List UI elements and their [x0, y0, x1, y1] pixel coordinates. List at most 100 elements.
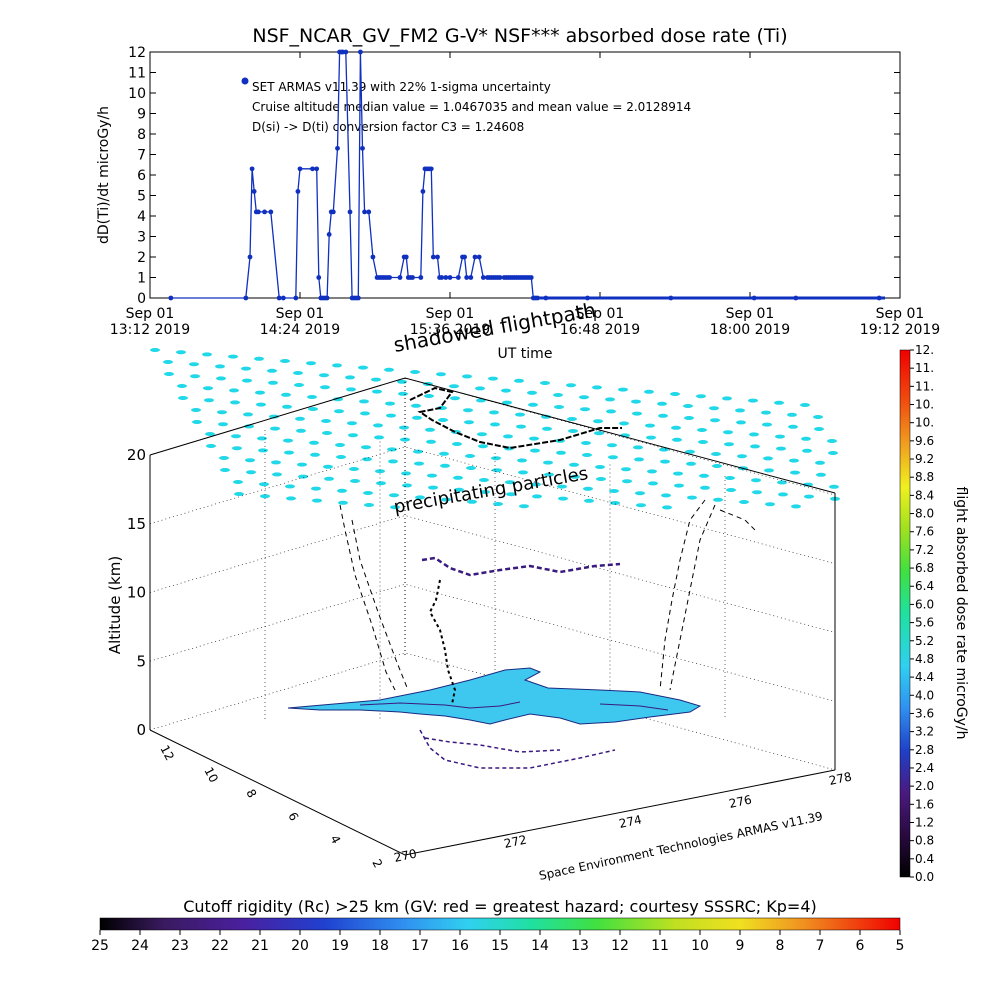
particle-marker [621, 467, 631, 472]
particle-marker [269, 414, 279, 419]
particle-marker [373, 423, 383, 428]
annotation-marker [241, 77, 249, 85]
particle-marker [529, 436, 539, 441]
y3d-tick-label: 6 [285, 810, 301, 823]
dose-colorbar-label: 11. [915, 361, 934, 375]
particle-marker [608, 455, 618, 460]
dose-colorbar-label: 9.2 [915, 452, 934, 466]
dose-rate-point [410, 275, 415, 280]
dose-rate-point [418, 275, 424, 280]
particle-marker [467, 499, 477, 504]
particle-marker [658, 413, 668, 418]
dose-colorbar-label: 6.0 [915, 597, 934, 611]
x-tick-time: 13:12 2019 [110, 322, 190, 338]
particle-marker [428, 485, 438, 490]
particle-marker [554, 405, 564, 409]
particle-marker [610, 501, 620, 505]
particle-marker [414, 461, 424, 466]
rigidity-colorbar-label: 14 [531, 938, 549, 954]
particle-marker [229, 388, 239, 393]
particle-marker [228, 354, 238, 359]
particle-marker [427, 473, 437, 478]
particle-marker [258, 448, 268, 453]
particle-marker [324, 476, 334, 481]
dose-rate-point [168, 295, 174, 301]
particle-marker [761, 410, 771, 415]
particle-marker [426, 439, 436, 444]
particle-marker [828, 451, 838, 455]
particle-marker [217, 410, 227, 415]
rigidity-colorbar-label: 10 [691, 938, 709, 954]
dose-rate-point [280, 295, 286, 301]
rigidity-colorbar-label: 17 [411, 938, 429, 954]
dose-colorbar-label: 3.2 [915, 725, 934, 739]
rigidity-colorbar-gradient [99, 917, 901, 931]
particle-marker [542, 426, 552, 431]
particle-marker [204, 398, 214, 403]
ground-track [419, 729, 616, 769]
particle-marker [256, 402, 266, 407]
particle-marker [230, 400, 240, 405]
particle-marker [632, 411, 642, 416]
rigidity-colorbar-label: 23 [171, 938, 189, 954]
particle-marker [673, 471, 683, 476]
dose-rate-point [255, 209, 261, 215]
particle-marker [660, 459, 670, 464]
dose-colorbar-label: 1.6 [915, 797, 934, 811]
box-bottom [149, 729, 836, 856]
particle-marker [453, 475, 463, 480]
dose-rate-point [476, 254, 482, 260]
dose-colorbar-ticks: 0.0 0.4 0.8 1.2 1.6 2.0 2.4 2.8 3.2 3.6 4.0 4.4 4.8 5… [910, 343, 934, 884]
dose-rate-series [168, 49, 885, 301]
particle-marker [583, 486, 593, 491]
particle-marker [622, 479, 632, 484]
x3d-tick-label: 272 [503, 832, 528, 850]
particle-marker [788, 424, 798, 429]
particle-marker [150, 348, 160, 352]
dose-rate-point [247, 254, 253, 260]
dose-rate-point [360, 145, 365, 151]
particle-marker [726, 488, 736, 492]
right-shadow-projection [659, 499, 756, 691]
dose-rate-point [362, 209, 367, 215]
particle-marker [308, 407, 318, 411]
dose-colorbar-label: 8.4 [915, 488, 934, 502]
dose-colorbar-label: 2.0 [915, 779, 934, 793]
particle-marker [722, 396, 732, 401]
particle-marker [376, 481, 386, 486]
particle-marker [488, 376, 498, 381]
rigidity-colorbar-label: 25 [91, 938, 109, 954]
particle-marker [334, 409, 344, 414]
particle-marker [501, 388, 511, 393]
particle-marker [778, 492, 788, 497]
particle-marker [280, 359, 290, 363]
particle-marker [259, 482, 269, 487]
particle-marker [619, 421, 629, 426]
particle-marker [232, 446, 242, 451]
particle-marker [491, 456, 501, 461]
flight-tracks [339, 386, 756, 769]
particle-marker [478, 444, 488, 449]
particle-marker [321, 419, 331, 423]
x-tick-date: Sep 01 [426, 306, 475, 322]
particle-marker [282, 404, 292, 409]
flight-path-3d [421, 556, 621, 577]
particle-marker [348, 433, 358, 438]
annotation-block: SET ARMAS v11.39 with 22% 1-sigma uncert… [241, 77, 691, 134]
y-tick-label: 1 [137, 271, 146, 287]
particle-marker [748, 398, 758, 403]
dose-rate-point [343, 49, 349, 55]
dose-colorbar-label: 11. [915, 379, 934, 393]
precipitating-particles-label: precipitating particles [392, 463, 589, 518]
particle-marker [234, 492, 244, 496]
particle-marker [528, 402, 538, 407]
particle-marker [540, 381, 550, 385]
rigidity-colorbar-label: 24 [131, 938, 149, 954]
dose-rate-point [428, 166, 434, 172]
particle-marker [257, 436, 267, 441]
dose-colorbar-label: 5.2 [915, 634, 934, 648]
particle-marker [631, 399, 641, 404]
particle-marker [398, 391, 408, 396]
dose-colorbar-label: 0.4 [915, 852, 934, 866]
